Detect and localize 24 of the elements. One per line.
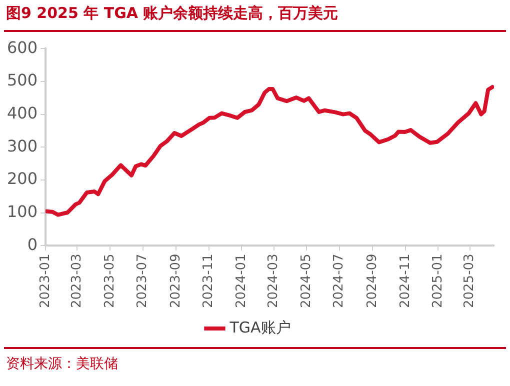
x-tick-label: 2025-03 — [462, 254, 478, 308]
y-tick-label: 100 — [6, 202, 38, 221]
x-tick-label: 2023-07 — [135, 254, 150, 308]
x-tick-label: 2023-11 — [201, 254, 216, 308]
text: 资料来源：美联储 — [6, 355, 118, 373]
y-tick-label: 0 — [27, 234, 38, 254]
y-tick-label: 500 — [6, 70, 38, 90]
y-tick-label: 200 — [6, 169, 38, 188]
y-tick-label: 300 — [6, 136, 38, 156]
legend-label: TGA账户 — [228, 318, 291, 336]
y-tick-label: 600 — [6, 38, 38, 57]
x-tick-label: 2024-05 — [298, 254, 314, 308]
x-tick-label: 2024-09 — [364, 254, 380, 308]
chart-title: 图9 2025 年 TGA 账户余额持续走高，百万美元 — [6, 4, 338, 23]
x-tick-label: 2024-01 — [234, 254, 249, 308]
x-tick-label: 2023-05 — [102, 254, 118, 308]
x-tick-label: 2024-07 — [332, 254, 347, 308]
x-tick-label: 2023-09 — [168, 254, 184, 308]
x-tick-label: 2024-03 — [266, 254, 282, 308]
x-tick-label: 2024-11 — [398, 254, 413, 308]
x-tick-label: 2023-03 — [70, 254, 85, 308]
y-tick-label: 400 — [6, 103, 38, 122]
x-tick-label: 2023-01 — [38, 254, 53, 308]
x-tick-label: 2025-01 — [430, 254, 446, 308]
